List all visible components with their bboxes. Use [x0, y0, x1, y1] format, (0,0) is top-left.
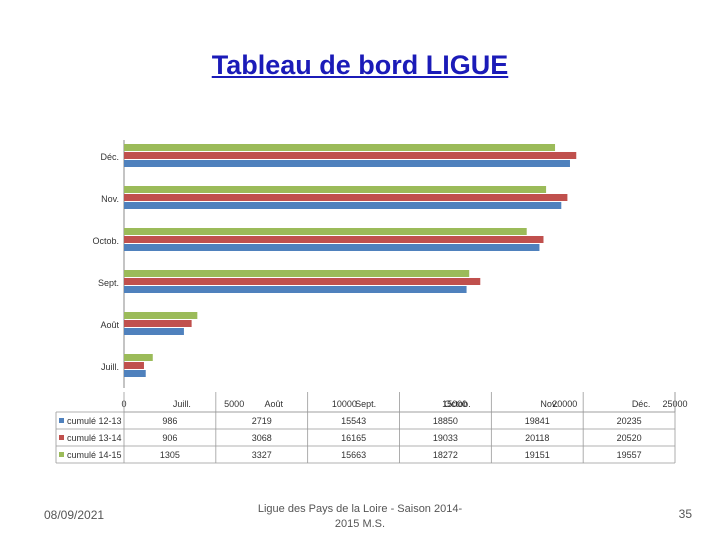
legend-key: [59, 452, 64, 457]
y-tick-label: Sept.: [98, 278, 119, 288]
table-value-cell: 3068: [252, 433, 272, 443]
page-number: 35: [678, 507, 692, 521]
table-header-cell: Juill.: [173, 399, 191, 409]
y-tick-label: Nov.: [101, 194, 119, 204]
legend-label: cumulé 14-15: [67, 450, 122, 460]
y-tick-label: Août: [100, 320, 119, 330]
table-value-cell: 19841: [525, 416, 550, 426]
bar: [124, 202, 562, 209]
table-value-cell: 18850: [433, 416, 458, 426]
bar: [124, 354, 153, 361]
bar: [124, 244, 540, 251]
x-tick-label: 5000: [224, 399, 244, 409]
legend-key: [59, 435, 64, 440]
table-value-cell: 1305: [160, 450, 180, 460]
table-header-cell: Octob.: [444, 399, 471, 409]
table-header-cell: Déc.: [632, 399, 651, 409]
y-tick-label: Déc.: [100, 152, 119, 162]
bar: [124, 152, 577, 159]
legend-key: [59, 418, 64, 423]
table-value-cell: 3327: [252, 450, 272, 460]
footer-date: 08/09/2021: [44, 508, 105, 522]
footer-center-text: Ligue des Pays de la Loire - Saison 2014…: [257, 503, 463, 530]
table-value-cell: 16165: [341, 433, 366, 443]
table-header-cell: Août: [264, 399, 283, 409]
table-value-cell: 19033: [433, 433, 458, 443]
bar: [124, 144, 556, 151]
bar: [124, 186, 547, 193]
bar: [124, 286, 467, 293]
bar: [124, 370, 146, 377]
table-value-cell: 20118: [525, 433, 549, 443]
table-value-cell: 20235: [617, 416, 642, 426]
x-tick-label: 20000: [552, 399, 577, 409]
bar: [124, 194, 568, 201]
x-tick-label: 15000: [442, 399, 467, 409]
table-value-cell: 2719: [252, 416, 272, 426]
x-tick-label: 10000: [332, 399, 357, 409]
legend-label: cumulé 13-14: [67, 433, 122, 443]
bar: [124, 362, 144, 369]
table-value-cell: 20520: [617, 433, 642, 443]
bar: [124, 328, 184, 335]
bar: [124, 228, 527, 235]
bar: [124, 312, 198, 319]
y-tick-label: Juill.: [101, 362, 119, 372]
legend-label: cumulé 12-13: [67, 416, 122, 426]
table-value-cell: 19557: [617, 450, 642, 460]
bar: [124, 320, 192, 327]
table-value-cell: 15663: [341, 450, 366, 460]
table-header-cell: Sept.: [355, 399, 376, 409]
y-tick-label: Octob.: [92, 236, 119, 246]
bar: [124, 278, 481, 285]
table-header-cell: Nov.: [540, 399, 558, 409]
table-value-cell: 18272: [433, 450, 458, 460]
chart-title: Tableau de bord LIGUE: [211, 50, 509, 80]
bar: [124, 236, 544, 243]
bar: [124, 270, 470, 277]
table-value-cell: 15543: [341, 416, 366, 426]
bar: [124, 160, 570, 167]
table-value-cell: 986: [162, 416, 177, 426]
table-value-cell: 19151: [525, 450, 550, 460]
table-value-cell: 906: [162, 433, 177, 443]
